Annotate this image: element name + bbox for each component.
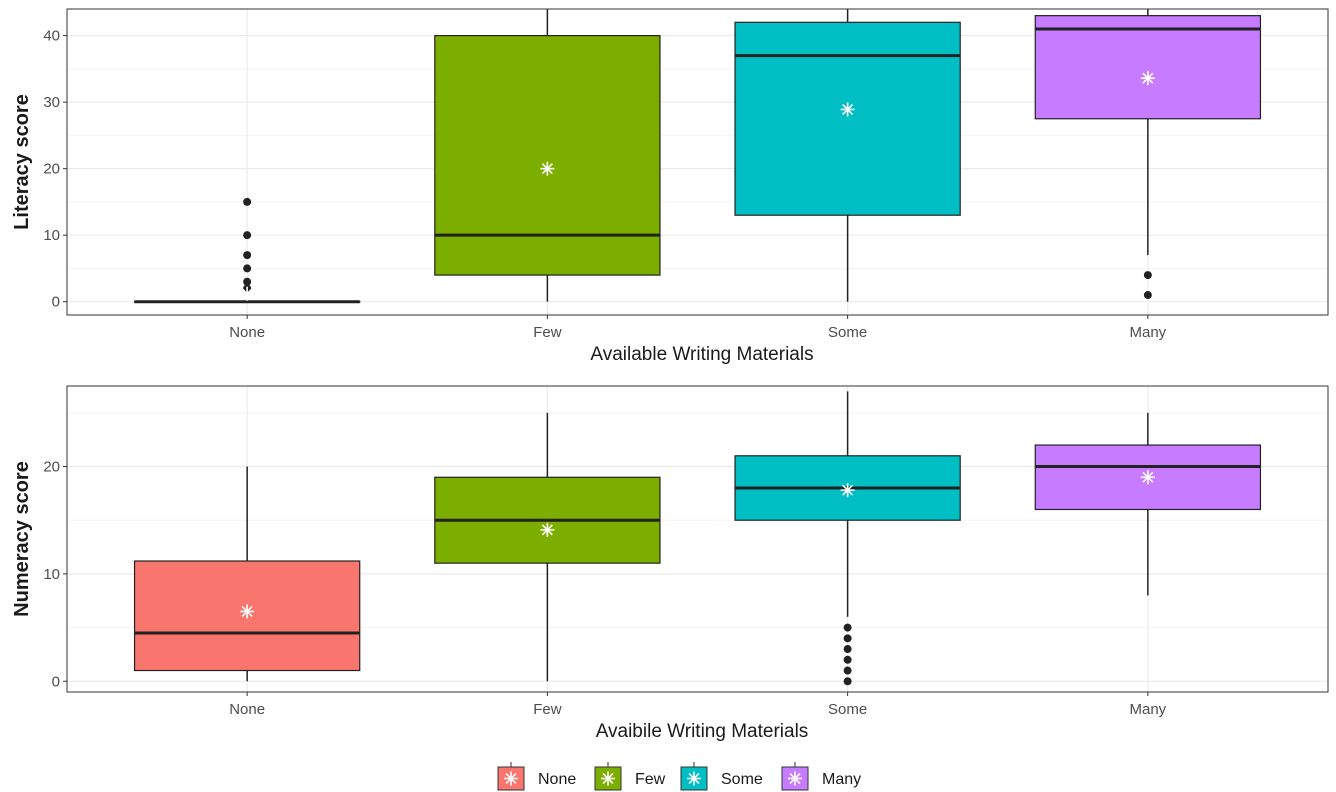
literacy-outlier-point xyxy=(1143,271,1152,280)
legend-mean-marker-some xyxy=(687,771,701,786)
literacy-panel-border xyxy=(66,8,1329,316)
literacy-x-tick-label-none: None xyxy=(229,324,265,341)
literacy-outlier-point xyxy=(243,264,252,273)
legend-mean-marker-none xyxy=(504,771,518,786)
numeracy-y-tick-label: 20 xyxy=(43,459,60,476)
literacy-x-tick-label-many: Many xyxy=(1130,324,1167,341)
legend: None Few Some Many xyxy=(497,762,861,791)
literacy-y-tick-label: 20 xyxy=(43,161,60,178)
numeracy-outlier-point xyxy=(843,666,852,675)
legend-item-none: None xyxy=(497,762,576,791)
numeracy-box-many xyxy=(1034,412,1262,596)
legend-mean-marker-many xyxy=(788,771,802,786)
numeracy-box-none xyxy=(133,466,361,682)
literacy-y-tick-label: 0 xyxy=(52,294,60,311)
literacy-box-many xyxy=(1034,9,1262,300)
literacy-outlier-point xyxy=(243,277,252,286)
numeracy-mean-marker-some xyxy=(840,483,855,498)
literacy-y-axis-title: Literacy score xyxy=(11,94,33,230)
literacy-mean-marker-few-stroke xyxy=(541,163,553,175)
literacy-mean-marker-some xyxy=(840,102,855,117)
literacy-box-rect-few xyxy=(434,35,661,276)
literacy-box-some xyxy=(734,9,961,302)
legend-label-some: Some xyxy=(721,771,763,788)
numeracy-outlier-point xyxy=(843,677,852,686)
literacy-x-tick-label-some: Some xyxy=(828,324,867,341)
numeracy-mean-marker-few-stroke xyxy=(541,524,553,536)
numeracy-mean-marker-none-stroke xyxy=(241,605,253,617)
literacy-panel: 0 10 20 30 40 None Few Some Many Available Writi… xyxy=(11,8,1329,365)
literacy-mean-marker-some-stroke xyxy=(842,103,854,115)
legend-item-many: Many xyxy=(781,762,861,791)
literacy-y-tick-label: 30 xyxy=(43,94,60,111)
legend-item-few: Few xyxy=(594,762,666,791)
literacy-mean-marker-many-stroke xyxy=(1142,72,1154,84)
literacy-x-axis-title: Available Writing Materials xyxy=(590,344,813,365)
literacy-outlier-point xyxy=(1143,291,1152,300)
legend-label-none: None xyxy=(538,771,576,788)
numeracy-panel: 0 10 20 None Few Some Many Avaibile Writing Ma… xyxy=(11,385,1329,742)
literacy-mean-marker-many xyxy=(1140,71,1155,86)
numeracy-panel-border xyxy=(66,385,1329,693)
numeracy-x-axis-title: Avaibile Writing Materials xyxy=(596,721,809,742)
literacy-mean-marker-none xyxy=(240,286,255,301)
numeracy-box-few xyxy=(434,412,661,682)
literacy-x-tick-label-few: Few xyxy=(533,324,562,341)
legend-label-few: Few xyxy=(635,771,666,788)
literacy-box-none xyxy=(133,197,361,304)
numeracy-box-rect-none xyxy=(133,560,361,672)
literacy-outlier-point xyxy=(243,251,252,260)
numeracy-y-tick-label: 0 xyxy=(52,673,60,690)
literacy-box-few xyxy=(434,9,661,302)
legend-mean-marker-few-stroke xyxy=(602,772,614,785)
numeracy-outlier-point xyxy=(843,623,852,632)
literacy-mean-marker-none-stroke xyxy=(241,288,253,300)
numeracy-mean-marker-none xyxy=(240,604,255,619)
literacy-box-rect-some xyxy=(734,21,961,216)
literacy-outlier-point xyxy=(243,231,252,240)
numeracy-outlier-point xyxy=(843,655,852,664)
numeracy-mean-marker-many-stroke xyxy=(1142,471,1154,483)
legend-mean-marker-some-stroke xyxy=(688,772,700,785)
numeracy-mean-marker-some-stroke xyxy=(842,484,854,496)
numeracy-outlier-point xyxy=(843,645,852,654)
numeracy-mean-marker-many xyxy=(1140,470,1155,485)
numeracy-box-some xyxy=(734,391,961,686)
legend-mean-marker-many-stroke xyxy=(789,772,801,785)
literacy-outlier-point xyxy=(243,197,252,206)
literacy-mean-marker-few xyxy=(540,161,555,176)
numeracy-mean-marker-few xyxy=(540,522,555,537)
numeracy-y-tick-label: 10 xyxy=(43,566,60,583)
legend-label-many: Many xyxy=(822,771,861,788)
literacy-box-rect-many xyxy=(1034,15,1262,120)
numeracy-outlier-point xyxy=(843,634,852,643)
numeracy-x-tick-label-some: Some xyxy=(828,701,867,718)
legend-mean-marker-few xyxy=(601,771,615,786)
literacy-y-tick-label: 40 xyxy=(43,28,60,45)
literacy-y-tick-label: 10 xyxy=(43,227,60,244)
numeracy-y-axis-title: Numeracy score xyxy=(11,461,33,617)
legend-mean-marker-none-stroke xyxy=(505,772,517,785)
legend-item-some: Some xyxy=(680,762,763,791)
numeracy-x-tick-label-none: None xyxy=(229,701,265,718)
numeracy-x-tick-label-many: Many xyxy=(1130,701,1167,718)
numeracy-x-tick-label-few: Few xyxy=(533,701,562,718)
